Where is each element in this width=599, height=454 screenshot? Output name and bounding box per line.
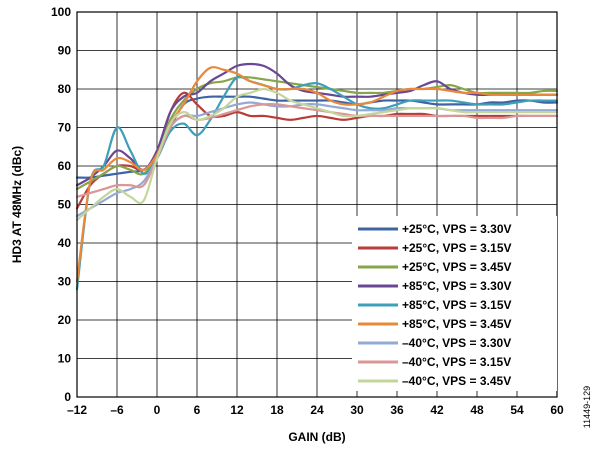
figure-id: 11449-129 [582, 386, 592, 428]
x-tick-label: 42 [430, 403, 444, 417]
x-tick-label: 6 [194, 403, 201, 417]
legend-label: –40°C, VPS = 3.45V [402, 374, 511, 388]
y-tick-label: 20 [58, 313, 72, 327]
legend-label: +25°C, VPS = 3.45V [402, 260, 512, 274]
y-axis-title: HD3 AT 48MHz (dBc) [10, 146, 24, 263]
x-tick-label: –6 [110, 403, 124, 417]
x-tick-labels: –12 –6 0 6 12 18 24 30 36 42 48 54 60 [67, 403, 564, 417]
y-tick-label: 100 [51, 5, 71, 19]
legend-label: +25°C, VPS = 3.30V [402, 222, 512, 236]
x-axis-title: GAIN (dB) [288, 430, 345, 444]
y-tick-labels: 0 10 20 30 40 50 60 70 80 90 100 [51, 5, 71, 404]
x-tick-label: 48 [470, 403, 484, 417]
x-tick-label: 54 [510, 403, 524, 417]
y-tick-label: 70 [58, 121, 72, 135]
x-tick-label: 12 [230, 403, 244, 417]
y-tick-label: 90 [58, 44, 72, 58]
x-tick-label: –12 [67, 403, 87, 417]
y-tick-label: 60 [58, 159, 72, 173]
x-tick-label: 0 [154, 403, 161, 417]
legend-label: +25°C, VPS = 3.15V [402, 241, 512, 255]
legend-label: –40°C, VPS = 3.30V [402, 336, 511, 350]
legend-label: –40°C, VPS = 3.15V [402, 355, 511, 369]
x-tick-label: 24 [310, 403, 324, 417]
y-tick-label: 80 [58, 82, 72, 96]
y-tick-label: 30 [58, 275, 72, 289]
y-tick-label: 40 [58, 236, 72, 250]
legend-label: +85°C, VPS = 3.30V [402, 279, 512, 293]
x-tick-label: 60 [550, 403, 564, 417]
legend-label: +85°C, VPS = 3.15V [402, 298, 512, 312]
y-tick-label: 50 [58, 198, 72, 212]
x-tick-label: 18 [270, 403, 284, 417]
y-tick-label: 10 [58, 352, 72, 366]
x-tick-label: 36 [390, 403, 404, 417]
y-tick-label: 0 [64, 390, 71, 404]
legend-label: +85°C, VPS = 3.45V [402, 317, 512, 331]
legend: +25°C, VPS = 3.30V +25°C, VPS = 3.15V +25°… [352, 216, 557, 391]
x-tick-label: 30 [350, 403, 364, 417]
